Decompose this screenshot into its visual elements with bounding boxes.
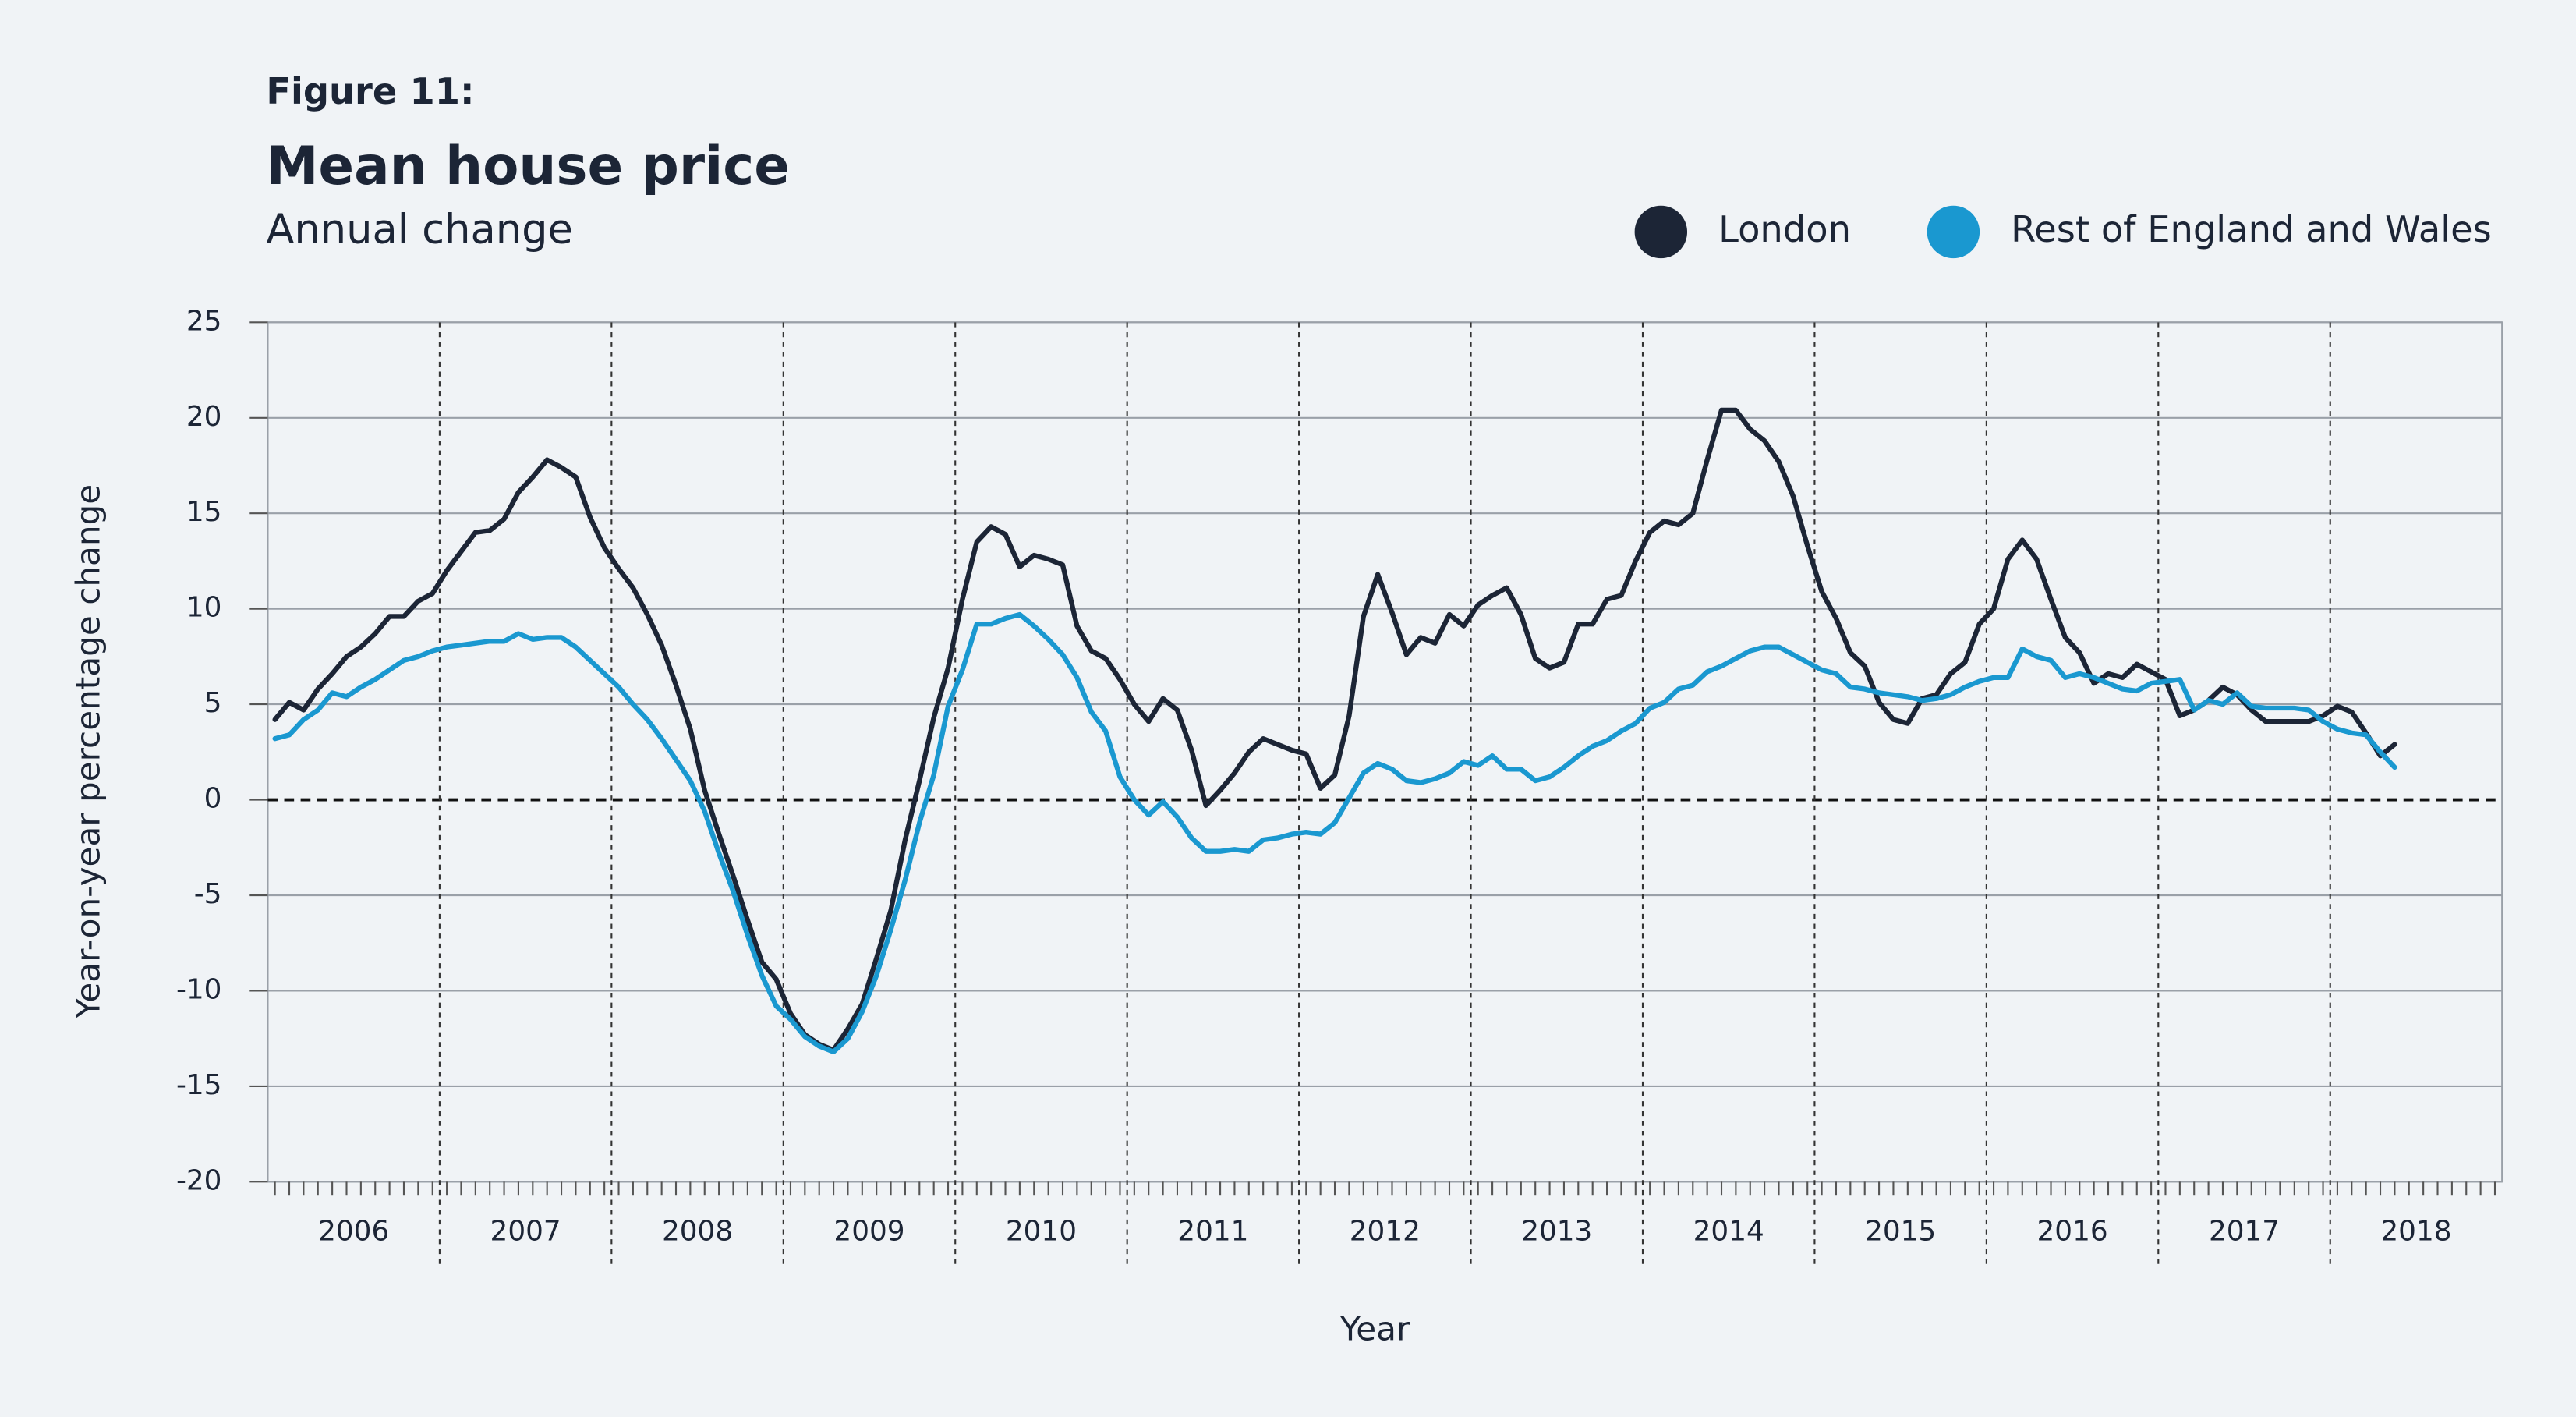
y-tick-label: -10 bbox=[176, 973, 222, 1005]
x-axis-label: Year bbox=[1339, 1310, 1410, 1348]
line-series bbox=[272, 407, 2397, 1053]
y-tick-label: -5 bbox=[194, 878, 222, 910]
x-tick-label: 2010 bbox=[1006, 1216, 1077, 1248]
figure-label: Figure 11: bbox=[266, 70, 474, 112]
y-tick-label: 10 bbox=[186, 592, 222, 624]
legend-label: Rest of England and Wales bbox=[2011, 208, 2492, 250]
x-tick-label: 2016 bbox=[2037, 1216, 2108, 1248]
x-tick-label: 2011 bbox=[1177, 1216, 1248, 1248]
y-tick-label: 25 bbox=[186, 305, 222, 337]
x-tick-label: 2015 bbox=[1865, 1216, 1936, 1248]
y-axis-label: Year-on-year percentage change bbox=[69, 484, 107, 1019]
y-tick-label: 0 bbox=[204, 783, 222, 815]
line-series bbox=[272, 611, 2397, 1054]
chart-subtitle: Annual change bbox=[266, 206, 573, 253]
x-tick-label: 2007 bbox=[490, 1216, 561, 1248]
y-tick-label: 5 bbox=[204, 687, 222, 719]
y-tick-label: -15 bbox=[176, 1069, 222, 1101]
legend-label: London bbox=[1718, 208, 1851, 250]
y-tick-label: 15 bbox=[186, 496, 222, 528]
y-tick-label: -20 bbox=[176, 1164, 222, 1196]
x-tick-label: 2006 bbox=[318, 1216, 389, 1248]
legend-marker bbox=[1927, 205, 1980, 259]
chart-title: Mean house price bbox=[266, 135, 790, 197]
x-tick-label: 2018 bbox=[2380, 1216, 2451, 1248]
legend-marker bbox=[1634, 205, 1688, 259]
x-tick-label: 2012 bbox=[1350, 1216, 1421, 1248]
x-tick-label: 2009 bbox=[833, 1216, 904, 1248]
x-tick-label: 2013 bbox=[1521, 1216, 1592, 1248]
y-tick-label: 20 bbox=[186, 401, 222, 433]
x-tick-label: 2014 bbox=[1693, 1216, 1764, 1248]
plot-frame bbox=[267, 321, 2503, 1183]
x-tick-label: 2008 bbox=[662, 1216, 733, 1248]
x-tick-label: 2017 bbox=[2209, 1216, 2280, 1248]
